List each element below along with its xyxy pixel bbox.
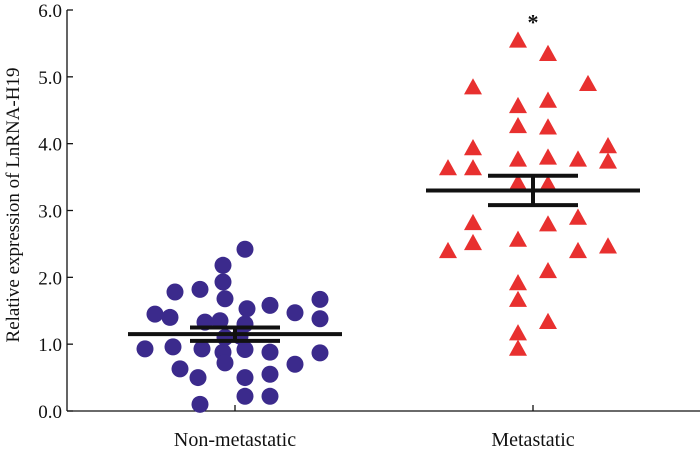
data-point-triangle: [509, 150, 527, 167]
data-point-triangle: [464, 139, 482, 156]
data-point-circle: [214, 256, 232, 274]
data-point-circle: [161, 308, 179, 326]
data-point-triangle: [509, 339, 527, 356]
data-point-triangle: [539, 312, 557, 329]
x-category-label: Non-metastatic: [174, 429, 296, 451]
data-point-triangle: [509, 230, 527, 247]
data-point-circle: [146, 305, 164, 323]
data-point-circle: [216, 290, 234, 308]
data-point-circle: [214, 273, 232, 291]
data-point-circle: [236, 315, 254, 333]
data-point-triangle: [539, 175, 557, 192]
data-point-circle: [191, 395, 209, 413]
data-point-triangle: [509, 274, 527, 291]
data-point-triangle: [439, 241, 457, 259]
data-point-circle: [166, 283, 184, 301]
data-point-triangle: [464, 159, 482, 176]
data-point-triangle: [569, 150, 587, 167]
data-point-circle: [171, 360, 189, 378]
data-point-circle: [286, 304, 304, 322]
data-point-circle: [286, 355, 304, 373]
data-point-circle: [311, 344, 329, 362]
data-point-triangle: [599, 237, 617, 254]
data-point-circle: [261, 343, 279, 361]
axes: [66, 9, 700, 412]
data-point-circle: [191, 280, 209, 298]
data-point-circle: [189, 369, 207, 387]
data-point-circle: [261, 365, 279, 383]
data-points: [136, 31, 617, 413]
data-point-triangle: [539, 215, 557, 232]
data-point-triangle: [464, 78, 482, 95]
data-point-circle: [311, 310, 329, 328]
y-tick-label: 1.0: [38, 335, 62, 356]
y-tick-label: 2.0: [38, 268, 62, 289]
y-tick-label: 4.0: [38, 135, 62, 156]
data-point-circle: [136, 340, 154, 358]
data-point-circle: [193, 340, 211, 358]
data-point-triangle: [539, 118, 557, 135]
data-point-triangle: [599, 152, 617, 169]
data-point-circle: [236, 369, 254, 387]
y-tick-label: 6.0: [38, 1, 62, 22]
y-axis-title: Relative expression of LnRNA-H19: [3, 68, 24, 343]
data-point-triangle: [539, 261, 557, 279]
data-point-triangle: [509, 173, 527, 190]
data-point-circle: [216, 328, 234, 346]
y-tick-label: 3.0: [38, 202, 62, 223]
data-point-triangle: [599, 137, 617, 154]
data-point-circle: [211, 312, 229, 330]
data-point-triangle: [464, 233, 482, 251]
data-point-circle: [216, 354, 234, 372]
data-point-triangle: [539, 44, 557, 61]
data-point-circle: [236, 387, 254, 405]
data-point-triangle: [509, 324, 527, 341]
data-point-triangle: [509, 116, 527, 134]
data-point-triangle: [509, 31, 527, 48]
data-point-triangle: [509, 96, 527, 114]
data-point-triangle: [539, 91, 557, 108]
data-point-circle: [238, 300, 256, 318]
data-point-triangle: [569, 208, 587, 225]
data-point-circle: [261, 296, 279, 314]
data-point-triangle: [569, 241, 587, 259]
data-point-triangle: [509, 290, 527, 307]
data-point-triangle: [439, 159, 457, 176]
data-point-triangle: [579, 74, 597, 92]
data-point-circle: [236, 341, 254, 359]
y-tick-label: 5.0: [38, 68, 62, 89]
significance-marker: *: [528, 9, 539, 34]
data-point-circle: [236, 240, 254, 258]
data-point-triangle: [464, 213, 482, 231]
x-category-label: Metastatic: [491, 429, 574, 451]
data-point-triangle: [539, 148, 557, 165]
y-tick-label: 0.0: [38, 402, 62, 423]
labels: Relative expression of LnRNA-H19 0.0 1.0 2…: [3, 1, 575, 451]
data-point-circle: [164, 338, 182, 356]
mean-sem-bars: [128, 173, 640, 343]
data-point-circle: [311, 290, 329, 308]
data-point-circle: [261, 387, 279, 405]
